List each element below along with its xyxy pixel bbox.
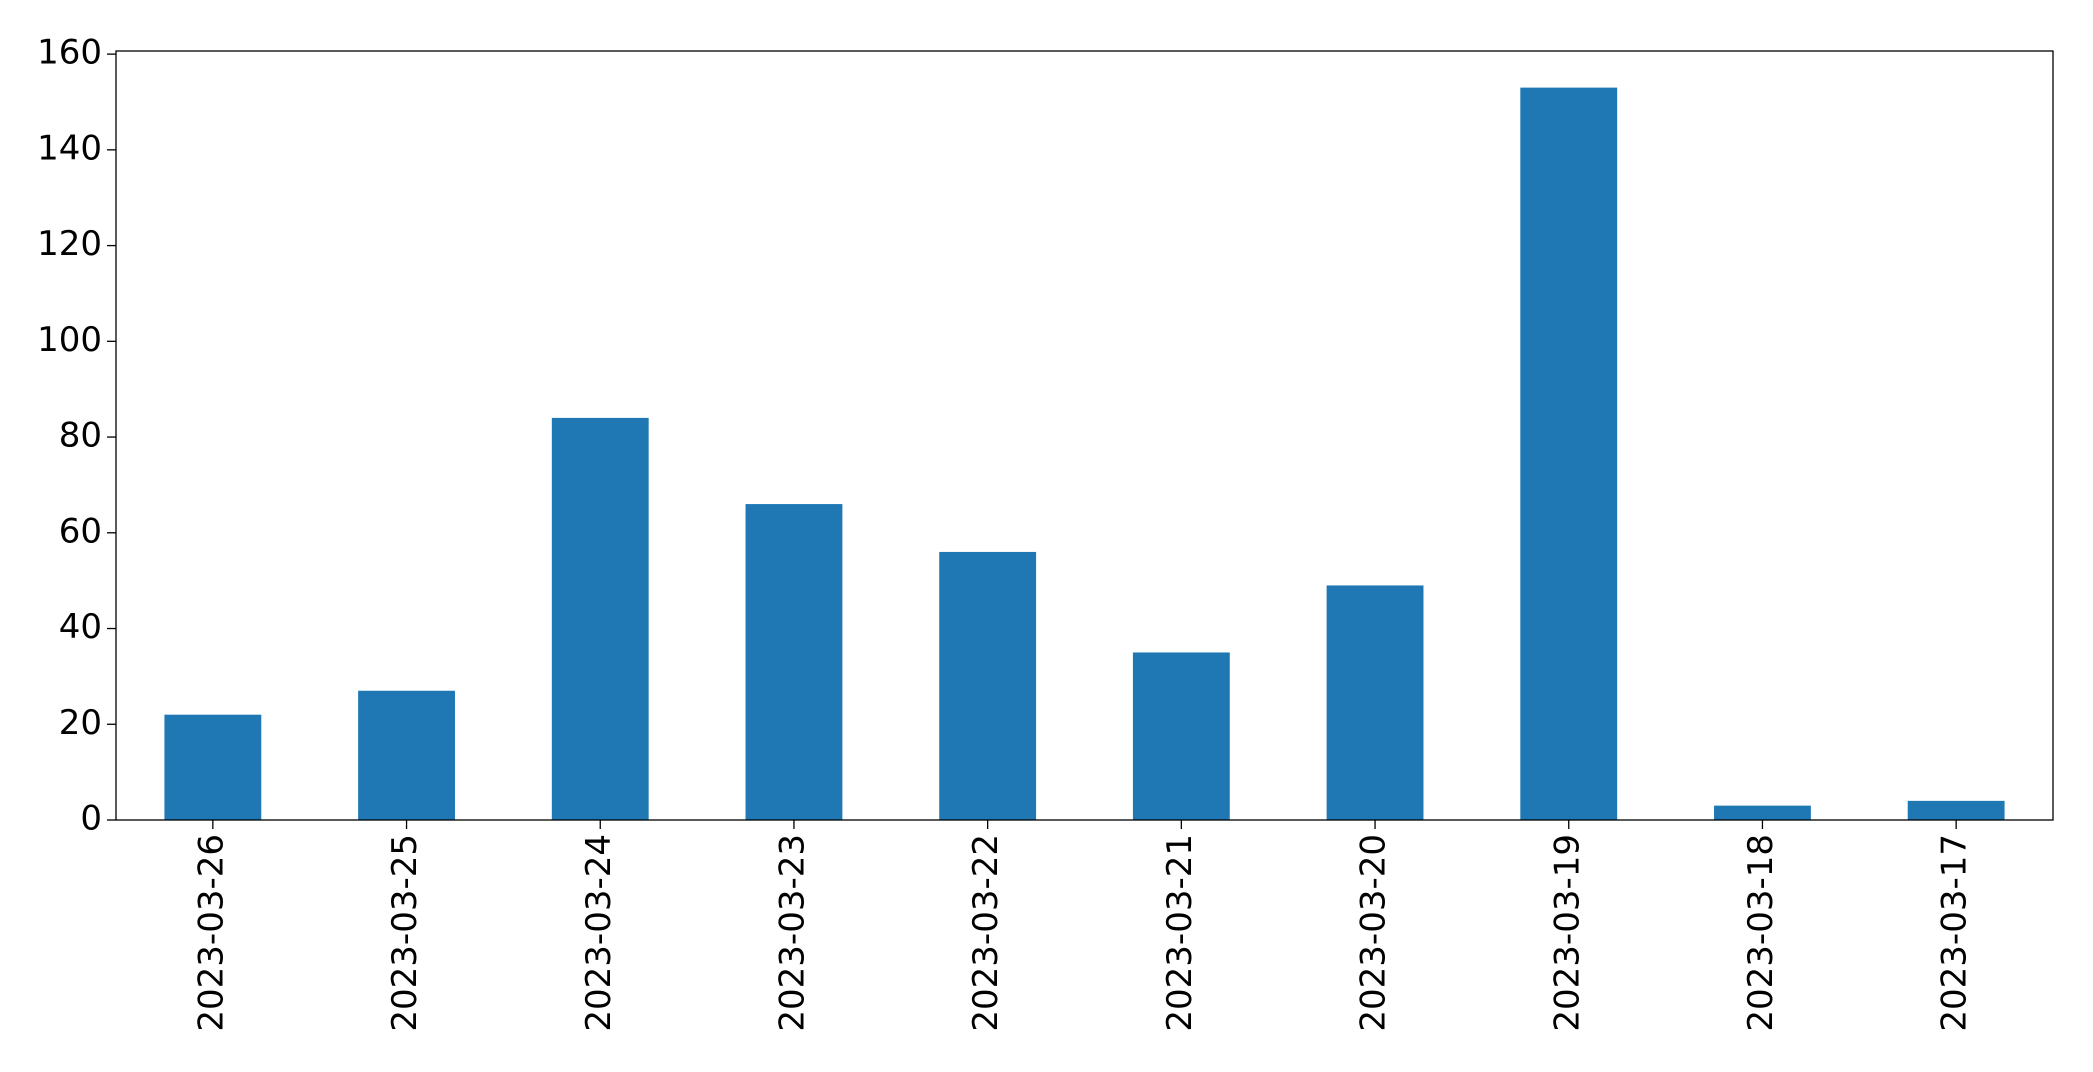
y-tick-label: 60 (59, 511, 102, 551)
bar (745, 504, 843, 820)
bar (939, 551, 1037, 820)
y-tick-label: 100 (37, 320, 102, 360)
x-tick-label: 2023-03-17 (1935, 834, 1975, 1032)
y-tick-label: 140 (37, 128, 102, 168)
bar (1326, 585, 1424, 820)
x-tick-label: 2023-03-25 (385, 834, 425, 1032)
bar (164, 714, 262, 820)
y-tick-label: 40 (59, 607, 102, 647)
y-tick-label: 80 (59, 416, 102, 456)
bar (358, 690, 455, 820)
bar (551, 417, 649, 820)
x-tick-label: 2023-03-26 (191, 834, 231, 1032)
y-tick-label: 20 (59, 703, 102, 743)
x-tick-label: 2023-03-19 (1547, 834, 1587, 1032)
x-tick-label: 2023-03-21 (1160, 834, 1200, 1032)
x-tick-label: 2023-03-20 (1354, 834, 1394, 1032)
x-tick-label: 2023-03-24 (579, 834, 619, 1032)
y-tick-label: 120 (37, 224, 102, 264)
y-tick-label: 160 (37, 33, 102, 73)
bar (1714, 805, 1811, 820)
x-tick-label: 2023-03-23 (772, 834, 812, 1032)
x-tick-label: 2023-03-22 (966, 834, 1006, 1032)
bar (1132, 652, 1230, 820)
bar (1907, 800, 2005, 820)
plot-frame (115, 50, 2054, 821)
y-tick-label: 0 (80, 799, 102, 839)
x-tick-label: 2023-03-18 (1741, 834, 1781, 1032)
bar (1520, 87, 1618, 821)
